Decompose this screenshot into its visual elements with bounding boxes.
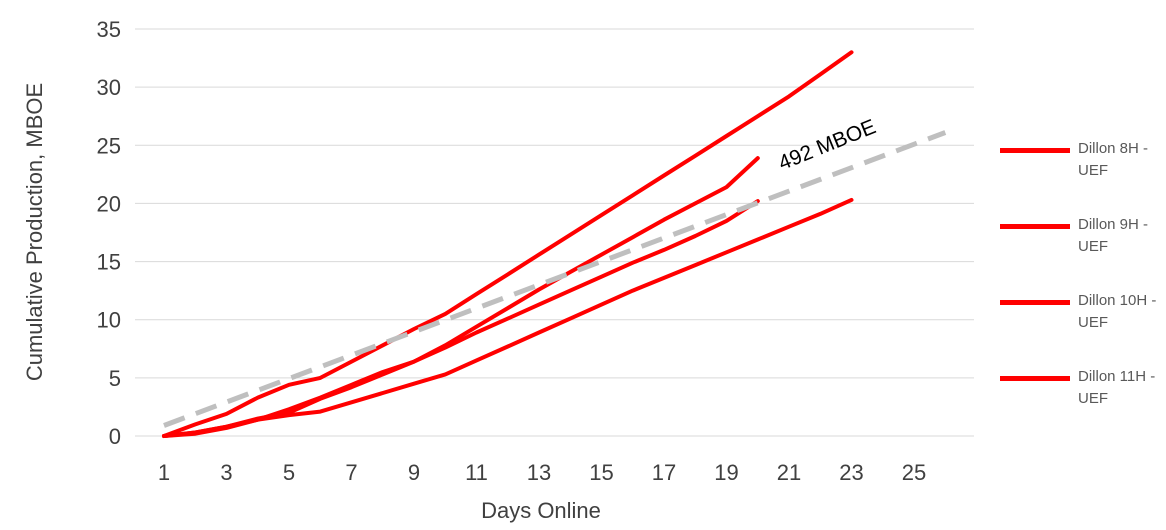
series-line-1: [162, 50, 854, 438]
y-axis-title: Cumulative Production, MBOE: [22, 83, 47, 381]
x-tick-label-23: 23: [839, 460, 863, 485]
series-line-4: [162, 197, 854, 438]
legend-label-dillon-11h: Dillon 11H - UEF: [1078, 368, 1156, 407]
y-tick-label-30: 30: [97, 75, 121, 100]
gridlines: [135, 28, 974, 437]
x-tick-label-9: 9: [408, 460, 420, 485]
series-line-2: [162, 156, 760, 438]
x-tick-label-1: 1: [158, 460, 170, 485]
series-lines: [162, 50, 947, 438]
y-tick-label-15: 15: [97, 250, 121, 275]
y-tick-labels: 0 5 10 15 20 25 30 35: [97, 17, 121, 449]
x-tick-label-5: 5: [283, 460, 295, 485]
x-tick-label-3: 3: [220, 460, 232, 485]
y-tick-label-25: 25: [97, 133, 121, 158]
legend-swatch-dillon-9h: [1000, 224, 1070, 229]
legend: Dillon 8H - UEF Dillon 9H - UEF Dillon 1…: [998, 138, 1166, 442]
y-tick-label-20: 20: [97, 191, 121, 216]
x-tick-label-21: 21: [777, 460, 801, 485]
x-tick-label-13: 13: [527, 460, 551, 485]
legend-label-dillon-9h: Dillon 9H - UEF: [1078, 216, 1149, 255]
legend-item-dillon-9h: Dillon 9H - UEF: [998, 214, 1166, 290]
x-axis-title: Days Online: [481, 498, 601, 523]
legend-swatch-dillon-8h: [1000, 148, 1070, 153]
legend-item-dillon-10h: Dillon 10H - UEF: [998, 290, 1166, 366]
x-tick-label-17: 17: [652, 460, 676, 485]
x-tick-label-25: 25: [902, 460, 926, 485]
y-tick-label-35: 35: [97, 17, 121, 42]
legend-swatch-dillon-10h: [1000, 300, 1070, 305]
reference-type-curve-line: [163, 130, 947, 428]
x-tick-label-11: 11: [465, 460, 488, 485]
y-tick-label-5: 5: [109, 366, 121, 391]
x-tick-label-19: 19: [714, 460, 738, 485]
legend-label-dillon-8h: Dillon 8H - UEF: [1078, 140, 1149, 179]
legend-item-dillon-11h: Dillon 11H - UEF: [998, 366, 1166, 442]
legend-label-dillon-10h: Dillon 10H - UEF: [1078, 292, 1157, 331]
y-tick-label-0: 0: [109, 424, 121, 449]
legend-item-dillon-8h: Dillon 8H - UEF: [998, 138, 1166, 214]
legend-swatch-dillon-11h: [1000, 376, 1070, 381]
x-tick-labels: 1 3 5 7 9 11 13 15 17 19 21 23 25: [158, 460, 926, 485]
x-tick-label-15: 15: [589, 460, 613, 485]
x-tick-label-7: 7: [345, 460, 357, 485]
y-tick-label-10: 10: [97, 308, 121, 333]
